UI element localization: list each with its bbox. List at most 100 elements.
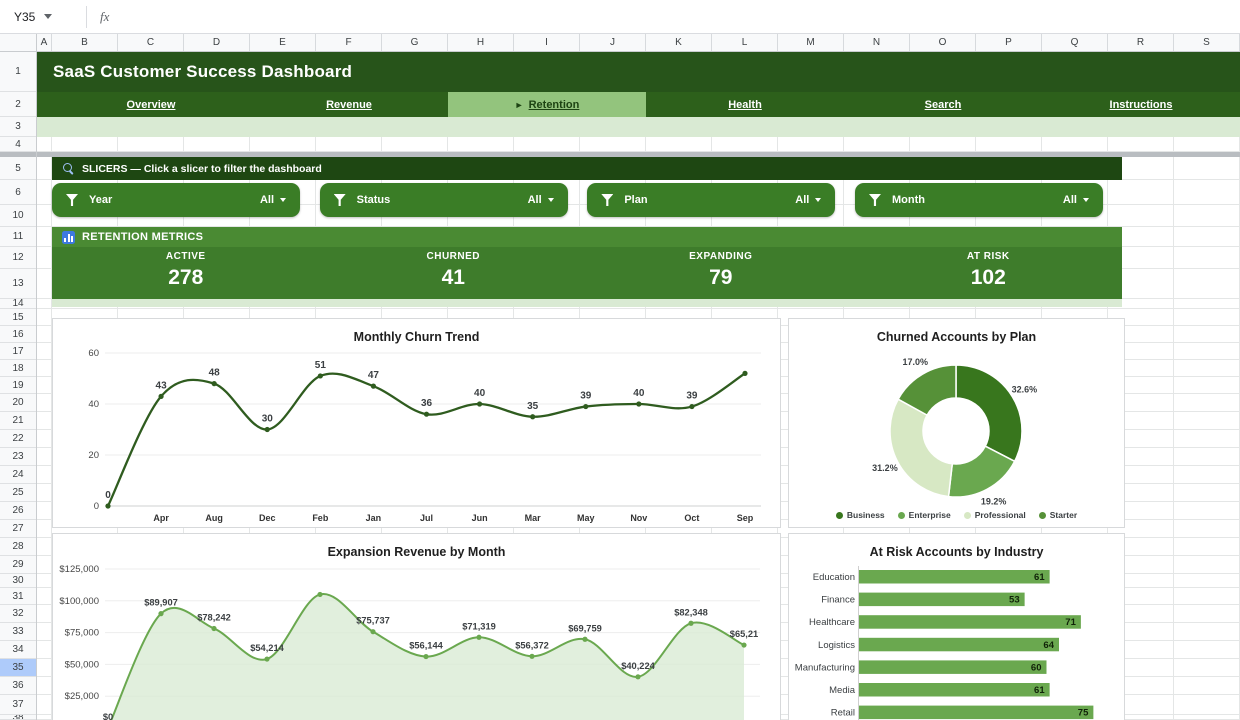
column-header-f[interactable]: F [316, 34, 382, 51]
svg-text:32.6%: 32.6% [1012, 384, 1038, 394]
slicer-month[interactable]: Month All [854, 183, 1103, 217]
row-header-38[interactable]: 38 [0, 715, 36, 720]
row-headers: 1 2 3 4 5 6 10 11 12 13 14 15 16 17 18 19 20 21 22 23 24 25 26… [0, 52, 37, 720]
row-header-22[interactable]: 22 [0, 430, 36, 448]
row-header-32[interactable]: 32 [0, 605, 36, 623]
slicer-status[interactable]: Status All [319, 183, 568, 217]
filter-funnel-icon [66, 194, 78, 206]
column-header-p[interactable]: P [976, 34, 1042, 51]
row-header-36[interactable]: 36 [0, 677, 36, 695]
svg-text:Healthcare: Healthcare [809, 617, 855, 628]
select-all-corner[interactable] [0, 34, 37, 52]
fx-icon: fx [100, 8, 110, 24]
column-header-c[interactable]: C [118, 34, 184, 51]
column-header-b[interactable]: B [52, 34, 118, 51]
column-header-q[interactable]: Q [1042, 34, 1108, 51]
svg-text:47: 47 [368, 370, 380, 381]
slicer-year[interactable]: Year All [52, 183, 300, 217]
row-header-20[interactable]: 20 [0, 394, 36, 412]
column-header-i[interactable]: I [514, 34, 580, 51]
row-header-25[interactable]: 25 [0, 484, 36, 502]
nav-tab-retention[interactable]: ► Retention [448, 92, 646, 117]
frozen-pane-divider[interactable] [37, 152, 1240, 157]
nav-tab-label: Revenue [326, 98, 372, 111]
chart-churned-accounts-by-plan[interactable]: Churned Accounts by Plan 32.6% 19.2% 31.2% 1… [788, 318, 1125, 528]
row-header-10[interactable]: 10 [0, 205, 36, 227]
row-header-13[interactable]: 13 [0, 269, 36, 299]
row-header-30[interactable]: 30 [0, 574, 36, 588]
row-header-23[interactable]: 23 [0, 448, 36, 466]
chart-at-risk-accounts-by-industry[interactable]: At Risk Accounts by Industry Education 61 F… [788, 533, 1125, 720]
name-box[interactable]: Y35 [0, 0, 86, 33]
row-header-3[interactable]: 3 [0, 117, 36, 137]
row-header-4[interactable]: 4 [0, 137, 36, 152]
slicer-value-dropdown[interactable]: All [260, 194, 286, 206]
row-header-16[interactable]: 16 [0, 326, 36, 343]
row-header-15[interactable]: 15 [0, 309, 36, 326]
column-header-l[interactable]: L [712, 34, 778, 51]
row-header-11[interactable]: 11 [0, 227, 36, 247]
nav-tab-health[interactable]: Health [646, 92, 844, 117]
chart-expansion-revenue-by-month[interactable]: Expansion Revenue by Month $0 $25,000 $50,0… [52, 533, 781, 720]
row-header-17[interactable]: 17 [0, 343, 36, 360]
row-header-34[interactable]: 34 [0, 641, 36, 659]
slicer-value-dropdown[interactable]: All [795, 194, 822, 206]
chart-monthly-churn-trend[interactable]: Monthly Churn Trend 0 20 40 60 0 43 48 30 51 47 36 4… [52, 318, 781, 528]
row-header-37[interactable]: 37 [0, 695, 36, 715]
row-header-21[interactable]: 21 [0, 412, 36, 430]
row-header-28[interactable]: 28 [0, 538, 36, 556]
svg-text:0: 0 [105, 490, 111, 501]
nav-tab-instructions[interactable]: Instructions [1042, 92, 1240, 117]
column-header-h[interactable]: H [448, 34, 514, 51]
row-header-35[interactable]: 35 [0, 659, 36, 677]
row-header-6[interactable]: 6 [0, 180, 36, 205]
column-header-e[interactable]: E [250, 34, 316, 51]
slicer-value-dropdown[interactable]: All [528, 194, 554, 206]
row-header-24[interactable]: 24 [0, 466, 36, 484]
row-header-12[interactable]: 12 [0, 247, 36, 269]
nav-tab-overview[interactable]: Overview [52, 92, 250, 117]
sheet-grid[interactable]: SaaS Customer Success Dashboard Overview… [37, 52, 1240, 720]
nav-tab-revenue[interactable]: Revenue [250, 92, 448, 117]
nav-tab-search[interactable]: Search [844, 92, 1042, 117]
row-header-29[interactable]: 29 [0, 556, 36, 574]
metric-expanding: EXPANDING 79 [587, 251, 855, 299]
row-header-26[interactable]: 26 [0, 502, 36, 520]
nav-tab-label: Instructions [1109, 98, 1173, 111]
column-header-r[interactable]: R [1108, 34, 1174, 51]
row-header-1[interactable]: 1 [0, 52, 36, 92]
svg-text:$71,319: $71,319 [462, 621, 496, 631]
column-header-k[interactable]: K [646, 34, 712, 51]
column-header-s[interactable]: S [1174, 34, 1240, 51]
svg-text:Jun: Jun [472, 513, 488, 523]
row-header-18[interactable]: 18 [0, 360, 36, 377]
svg-text:Aug: Aug [205, 513, 223, 523]
column-header-j[interactable]: J [580, 34, 646, 51]
formula-input[interactable] [109, 0, 1240, 33]
row-header-14[interactable]: 14 [0, 299, 36, 309]
dashboard-title-banner: SaaS Customer Success Dashboard [37, 52, 1240, 92]
slicer-plan[interactable]: Plan All [587, 183, 836, 217]
column-header-a[interactable]: A [37, 34, 52, 51]
svg-text:30: 30 [262, 414, 274, 425]
row-header-33[interactable]: 33 [0, 623, 36, 641]
row-header-19[interactable]: 19 [0, 377, 36, 394]
column-header-g[interactable]: G [382, 34, 448, 51]
dropdown-caret-icon [815, 198, 822, 202]
svg-text:Finance: Finance [821, 595, 855, 606]
svg-text:May: May [577, 513, 595, 523]
row-header-5[interactable]: 5 [0, 157, 36, 180]
slicer-value-dropdown[interactable]: All [1063, 194, 1089, 206]
nav-tab-label: Health [728, 98, 762, 111]
svg-text:$54,214: $54,214 [250, 643, 284, 653]
row-header-27[interactable]: 27 [0, 520, 36, 538]
svg-text:36: 36 [421, 398, 433, 409]
column-header-d[interactable]: D [184, 34, 250, 51]
frozen-rows-divider[interactable] [0, 152, 36, 157]
column-header-o[interactable]: O [910, 34, 976, 51]
legend-label: Enterprise [908, 510, 951, 520]
column-header-n[interactable]: N [844, 34, 910, 51]
row-header-31[interactable]: 31 [0, 588, 36, 605]
row-header-2[interactable]: 2 [0, 92, 36, 117]
column-header-m[interactable]: M [778, 34, 844, 51]
